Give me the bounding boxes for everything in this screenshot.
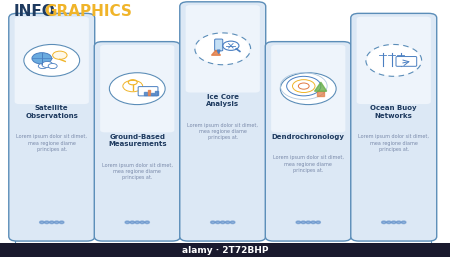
Circle shape <box>216 221 220 224</box>
Circle shape <box>392 221 396 224</box>
Text: Ice Core
Analysis: Ice Core Analysis <box>206 94 239 107</box>
Circle shape <box>135 221 140 224</box>
Circle shape <box>140 221 144 224</box>
Circle shape <box>401 221 406 224</box>
Circle shape <box>220 221 225 224</box>
Circle shape <box>125 221 130 224</box>
Text: Lorem ipsum dolor sit dimet,
mea regione diame
principes at.: Lorem ipsum dolor sit dimet, mea regione… <box>358 134 429 152</box>
FancyBboxPatch shape <box>0 243 450 257</box>
Circle shape <box>53 51 67 59</box>
Text: Dendrochronology: Dendrochronology <box>272 134 345 140</box>
Circle shape <box>38 63 47 69</box>
Polygon shape <box>217 50 220 53</box>
Text: Lorem ipsum dolor sit dimet,
mea regione diame
principes at.: Lorem ipsum dolor sit dimet, mea regione… <box>102 163 173 180</box>
FancyBboxPatch shape <box>100 45 174 132</box>
FancyBboxPatch shape <box>180 2 266 241</box>
FancyBboxPatch shape <box>9 13 95 241</box>
Text: Lorem ipsum dolor sit dimet,
mea regione diame
principes at.: Lorem ipsum dolor sit dimet, mea regione… <box>187 123 258 140</box>
Text: alamy · 2T72BHP: alamy · 2T72BHP <box>182 245 268 255</box>
FancyBboxPatch shape <box>215 39 223 51</box>
Text: Satellite
Observations: Satellite Observations <box>25 105 78 119</box>
Polygon shape <box>315 82 327 91</box>
Text: Ground-Based
Measurements: Ground-Based Measurements <box>108 134 166 147</box>
FancyBboxPatch shape <box>266 42 351 241</box>
Circle shape <box>225 221 230 224</box>
Circle shape <box>54 221 59 224</box>
Circle shape <box>32 53 52 64</box>
Circle shape <box>230 221 235 224</box>
Circle shape <box>45 221 49 224</box>
Circle shape <box>48 63 57 69</box>
Circle shape <box>130 221 135 224</box>
Circle shape <box>197 34 249 64</box>
Text: GRAPHICS: GRAPHICS <box>44 4 132 19</box>
Circle shape <box>50 221 54 224</box>
FancyBboxPatch shape <box>271 45 346 132</box>
Polygon shape <box>212 50 220 55</box>
FancyBboxPatch shape <box>351 13 436 241</box>
FancyBboxPatch shape <box>396 57 417 66</box>
Circle shape <box>396 221 401 224</box>
Circle shape <box>368 45 420 75</box>
Circle shape <box>316 221 320 224</box>
Circle shape <box>280 73 336 105</box>
Circle shape <box>296 221 301 224</box>
Circle shape <box>24 44 80 76</box>
Circle shape <box>211 221 215 224</box>
Circle shape <box>306 221 310 224</box>
Text: Lorem ipsum dolor sit dimet,
mea regione diame
principes at.: Lorem ipsum dolor sit dimet, mea regione… <box>16 134 87 152</box>
Circle shape <box>109 73 165 105</box>
Circle shape <box>59 221 64 224</box>
FancyBboxPatch shape <box>356 17 431 104</box>
Circle shape <box>387 221 391 224</box>
Circle shape <box>42 61 53 68</box>
FancyBboxPatch shape <box>94 42 180 241</box>
Circle shape <box>301 221 306 224</box>
Text: INFO: INFO <box>14 4 55 19</box>
Circle shape <box>145 221 149 224</box>
FancyBboxPatch shape <box>185 5 260 93</box>
FancyBboxPatch shape <box>14 17 89 104</box>
Circle shape <box>382 221 386 224</box>
FancyBboxPatch shape <box>138 87 158 96</box>
Circle shape <box>128 80 137 85</box>
Text: Lorem ipsum dolor sit dimet,
mea regione diame
principes at.: Lorem ipsum dolor sit dimet, mea regione… <box>273 155 344 173</box>
Text: Ocean Buoy
Networks: Ocean Buoy Networks <box>370 105 417 119</box>
Circle shape <box>311 221 315 224</box>
Circle shape <box>40 221 44 224</box>
